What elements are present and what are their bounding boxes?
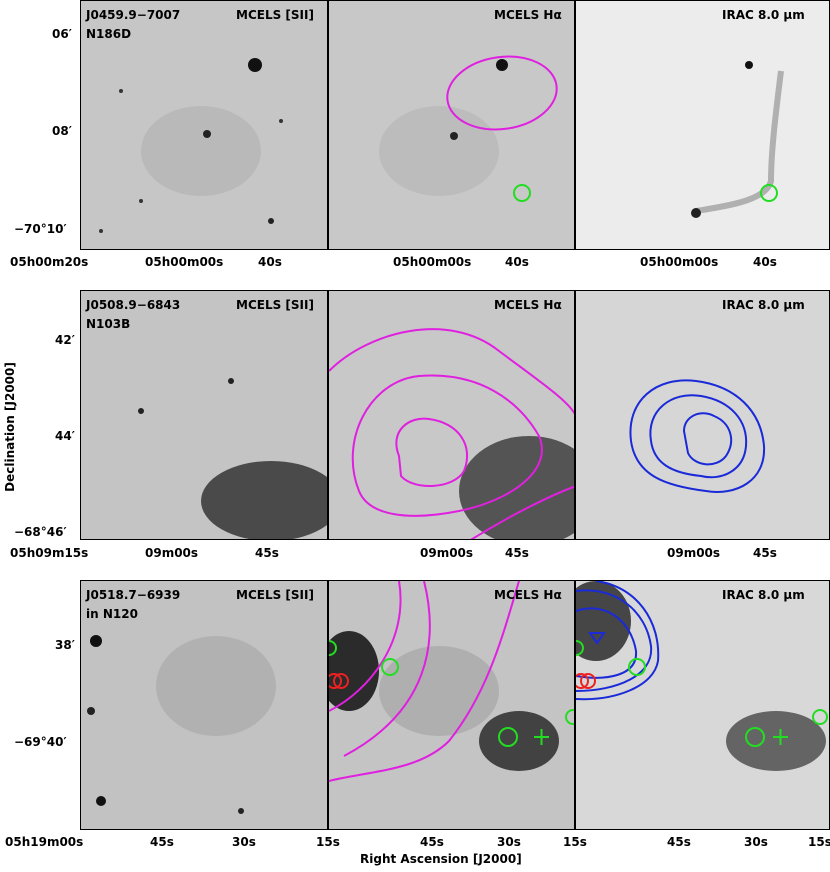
y-tick-row2-2: −68°46′	[14, 525, 67, 539]
panel-row1-irac	[575, 0, 830, 250]
x-tick-row2-left-2: 45s	[255, 546, 279, 560]
image-row3-halpha	[329, 581, 574, 829]
x-tick-row2-mid-0: 09m00s	[420, 546, 474, 560]
panel-label-row3-irac: IRAC 8.0 μm	[722, 588, 805, 602]
marker-green-row3-right-edge	[576, 640, 584, 656]
image-row2-halpha	[329, 291, 574, 539]
x-tick-row3-left-2: 30s	[232, 835, 256, 849]
image-row1-halpha	[329, 1, 574, 249]
x-tick-row1-right-1: 40s	[753, 255, 777, 269]
contour-magenta-row2-mid	[351, 374, 543, 517]
source-name-row1: J0459.9−7007	[86, 8, 181, 22]
y-tick-row3-1: −69°40′	[14, 735, 67, 749]
contour-magenta-row3-3	[329, 581, 520, 782]
y-tick-row1-0: 06′	[52, 27, 72, 41]
marker-green-row3-right-edge2	[812, 709, 828, 725]
contour-blue-row3-3	[576, 581, 660, 701]
x-tick-row2-right-0: 09m00s	[667, 546, 721, 560]
contour-magenta-row3-2	[343, 581, 431, 757]
marker-red-row3-right-1	[576, 673, 589, 689]
panel-label-row1-sii: MCELS [SII]	[236, 8, 314, 22]
image-row3-irac	[576, 581, 829, 829]
panel-label-row2-sii: MCELS [SII]	[236, 298, 314, 312]
panel-label-row3-sii: MCELS [SII]	[236, 588, 314, 602]
x-axis-title: Right Ascension [J2000]	[360, 852, 522, 866]
x-tick-row3-mid-2: 15s	[563, 835, 587, 849]
y-axis-title: Declination [J2000]	[2, 362, 17, 492]
y-tick-row2-0: 42′	[55, 333, 75, 347]
marker-cross-row3-right	[773, 729, 788, 745]
contour-blue-row3-2	[576, 589, 653, 692]
x-tick-row2-mid-1: 45s	[505, 546, 529, 560]
contour-magenta-row2-inner	[395, 417, 469, 488]
x-tick-row3-right-1: 30s	[744, 835, 768, 849]
x-tick-row2-left-1: 09m00s	[145, 546, 199, 560]
marker-green-row1-mid	[513, 184, 531, 202]
contour-magenta-row2-outer	[329, 328, 574, 415]
x-tick-row3-left-1: 45s	[150, 835, 174, 849]
x-tick-row2-right-1: 45s	[753, 546, 777, 560]
x-tick-row1-mid-1: 40s	[505, 255, 529, 269]
panel-row3-halpha	[328, 580, 575, 830]
marker-green-row1-right	[760, 184, 778, 202]
image-row3-sii	[81, 581, 327, 829]
panel-row2-halpha	[328, 290, 575, 540]
x-tick-row1-right-0: 05h00m00s	[640, 255, 719, 269]
panel-row1-sii	[80, 0, 328, 250]
x-tick-row3-left-0: 05h19m00s	[5, 835, 84, 849]
x-tick-row1-left-1: 05h00m00s	[145, 255, 224, 269]
x-tick-row1-left-2: 40s	[258, 255, 282, 269]
source-name-row2: J0508.9−6843	[86, 298, 181, 312]
y-tick-row1-2: −70°10′	[14, 222, 67, 236]
x-tick-row3-right-2: 15s	[808, 835, 830, 849]
panel-label-row2-irac: IRAC 8.0 μm	[722, 298, 805, 312]
panel-row2-irac	[575, 290, 830, 540]
marker-cross-row3-mid	[534, 729, 549, 745]
marker-red-row3-1	[329, 673, 342, 689]
image-row2-sii	[81, 291, 327, 539]
marker-green-row3-right-a	[628, 658, 646, 676]
image-row1-irac	[576, 1, 829, 249]
panel-row1-halpha	[328, 0, 575, 250]
x-tick-row2-left-0: 05h09m15s	[10, 546, 89, 560]
marker-red-row3-right-2	[580, 673, 596, 689]
panel-label-row1-irac: IRAC 8.0 μm	[722, 8, 805, 22]
y-tick-row3-0: 38′	[55, 638, 75, 652]
x-tick-row3-mid-0: 45s	[420, 835, 444, 849]
contour-blue-row2-mid	[649, 394, 748, 479]
panel-row2-sii	[80, 290, 328, 540]
contour-magenta-row3-1	[329, 581, 402, 712]
x-tick-row3-right-0: 45s	[667, 835, 691, 849]
panel-label-row2-halpha: MCELS Hα	[494, 298, 562, 312]
source-sublabel-row3: in N120	[86, 607, 138, 621]
y-tick-row1-1: 08′	[52, 124, 72, 138]
panel-label-row1-halpha: MCELS Hα	[494, 8, 562, 22]
marker-green-row3-edge-top	[329, 640, 337, 656]
source-sublabel-row2: N103B	[86, 317, 131, 331]
contour-blue-row3-1	[576, 607, 638, 679]
contour-magenta-row2-lower	[470, 485, 574, 539]
contour-blue-row2-inner	[682, 412, 733, 466]
x-tick-row1-left-0: 05h00m20s	[10, 255, 89, 269]
marker-green-row3-edge-right	[565, 709, 574, 725]
contour-blue-row2-outer	[629, 379, 766, 493]
image-row1-sii	[81, 1, 327, 249]
contour-magenta-row1	[446, 55, 558, 131]
marker-green-row3-a	[381, 658, 399, 676]
marker-green-row3-b	[498, 727, 518, 747]
marker-green-row3-right-b	[745, 727, 765, 747]
x-tick-row3-mid-1: 30s	[497, 835, 521, 849]
panel-row3-sii	[80, 580, 328, 830]
source-name-row3: J0518.7−6939	[86, 588, 181, 602]
source-sublabel-row1: N186D	[86, 27, 132, 41]
x-tick-row3-left-3: 15s	[316, 835, 340, 849]
panel-row3-irac	[575, 580, 830, 830]
triangle-blue-row3	[588, 632, 606, 645]
image-row2-irac	[576, 291, 829, 539]
y-tick-row2-1: 44′	[55, 429, 75, 443]
panel-label-row3-halpha: MCELS Hα	[494, 588, 562, 602]
marker-red-row3-2	[333, 673, 349, 689]
x-tick-row1-mid-0: 05h00m00s	[393, 255, 472, 269]
